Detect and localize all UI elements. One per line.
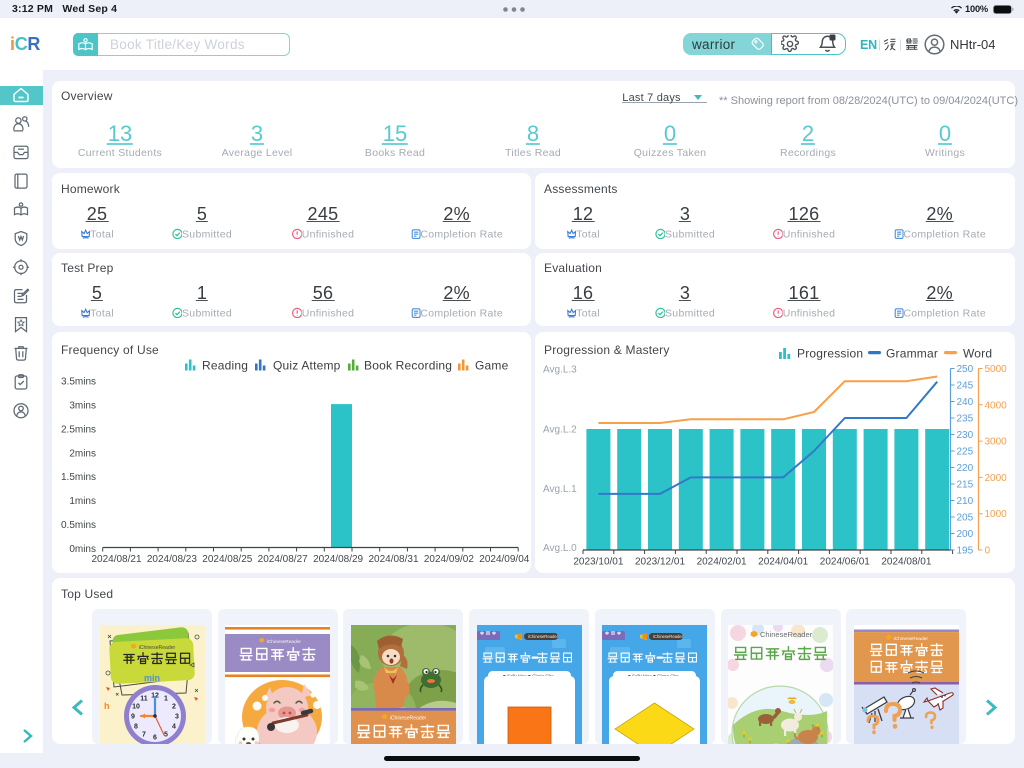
svg-text:2024/08/21: 2024/08/21 xyxy=(91,554,141,565)
svg-text:2: 2 xyxy=(172,704,176,711)
svg-text:1: 1 xyxy=(164,696,168,703)
svg-text:Word: Word xyxy=(963,346,992,360)
svg-text:Game: Game xyxy=(475,358,509,372)
svg-text:245: 245 xyxy=(957,380,974,391)
svg-text:250: 250 xyxy=(957,364,974,375)
svg-text:10: 10 xyxy=(132,704,140,711)
svg-text:9: 9 xyxy=(131,714,135,721)
svg-text:3: 3 xyxy=(175,714,179,721)
svg-text:iChineseReader: iChineseReader xyxy=(138,645,175,651)
svg-text:Grammar: Grammar xyxy=(886,346,938,360)
svg-text:3000: 3000 xyxy=(985,436,1008,447)
svg-text:Progression: Progression xyxy=(797,346,863,360)
svg-text:8: 8 xyxy=(134,724,138,731)
svg-text:0: 0 xyxy=(985,545,991,556)
svg-text:0.5mins: 0.5mins xyxy=(61,520,96,531)
svg-text:2024/08/01: 2024/08/01 xyxy=(881,556,931,567)
svg-text:235: 235 xyxy=(957,413,974,424)
svg-text:iChineseReader: iChineseReader xyxy=(893,636,928,642)
svg-text:2024/02/01: 2024/02/01 xyxy=(697,556,747,567)
svg-text:iChineseReader: iChineseReader xyxy=(267,639,302,645)
svg-text:195: 195 xyxy=(957,545,974,556)
svg-text:205: 205 xyxy=(957,512,974,523)
svg-text:2mins: 2mins xyxy=(69,448,96,459)
svg-text:h: h xyxy=(104,701,110,711)
svg-text:iChineseReader: iChineseReader xyxy=(528,634,559,639)
svg-text:2024/08/31: 2024/08/31 xyxy=(368,554,418,565)
svg-text:230: 230 xyxy=(957,430,974,441)
svg-text:2024/08/27: 2024/08/27 xyxy=(258,554,308,565)
svg-text:240: 240 xyxy=(957,397,974,408)
svg-text:Book Recording: Book Recording xyxy=(364,358,452,372)
svg-text:11: 11 xyxy=(140,696,148,703)
svg-text:2024/09/02: 2024/09/02 xyxy=(424,554,474,565)
svg-text:5: 5 xyxy=(164,732,168,739)
svg-text:Avg.L.3: Avg.L.3 xyxy=(543,364,577,375)
svg-text:2024/08/29: 2024/08/29 xyxy=(313,554,363,565)
svg-text:2024/09/04: 2024/09/04 xyxy=(479,554,529,565)
svg-text:min: min xyxy=(144,673,160,683)
svg-text:2024/04/01: 2024/04/01 xyxy=(758,556,808,567)
svg-text:0mins: 0mins xyxy=(69,544,96,555)
svg-text:2000: 2000 xyxy=(985,472,1008,483)
svg-text:4: 4 xyxy=(172,724,176,731)
svg-text:6: 6 xyxy=(153,735,157,742)
svg-text:7: 7 xyxy=(142,732,146,739)
svg-text:4000: 4000 xyxy=(985,400,1008,411)
svg-text:215: 215 xyxy=(957,479,974,490)
svg-text:iChineseReader: iChineseReader xyxy=(653,634,684,639)
svg-text:200: 200 xyxy=(957,529,974,540)
svg-text:2023/12/01: 2023/12/01 xyxy=(635,556,685,567)
svg-text:2.5mins: 2.5mins xyxy=(61,424,96,435)
svg-text:Reading: Reading xyxy=(202,358,248,372)
svg-text:1.5mins: 1.5mins xyxy=(61,472,96,483)
svg-text:2023/10/01: 2023/10/01 xyxy=(573,556,623,567)
svg-text:ChineseReader: ChineseReader xyxy=(760,630,813,639)
svg-text:2024/08/23: 2024/08/23 xyxy=(147,554,197,565)
svg-text:3mins: 3mins xyxy=(69,400,96,411)
svg-text:Avg.L.0: Avg.L.0 xyxy=(543,543,577,554)
svg-text:5000: 5000 xyxy=(985,364,1008,375)
svg-text:Avg.L.2: Avg.L.2 xyxy=(543,424,577,435)
svg-text:210: 210 xyxy=(957,496,974,507)
svg-text:iChineseReader: iChineseReader xyxy=(390,715,427,721)
svg-text:3.5mins: 3.5mins xyxy=(61,376,96,387)
svg-text:Avg.L.1: Avg.L.1 xyxy=(543,484,577,495)
svg-text:1000: 1000 xyxy=(985,509,1008,520)
svg-text:Quiz Attemp: Quiz Attemp xyxy=(273,358,341,372)
svg-text:2024/08/25: 2024/08/25 xyxy=(202,554,252,565)
svg-text:2024/06/01: 2024/06/01 xyxy=(820,556,870,567)
svg-text:225: 225 xyxy=(957,446,974,457)
svg-text:1mins: 1mins xyxy=(69,496,96,507)
svg-text:220: 220 xyxy=(957,463,974,474)
